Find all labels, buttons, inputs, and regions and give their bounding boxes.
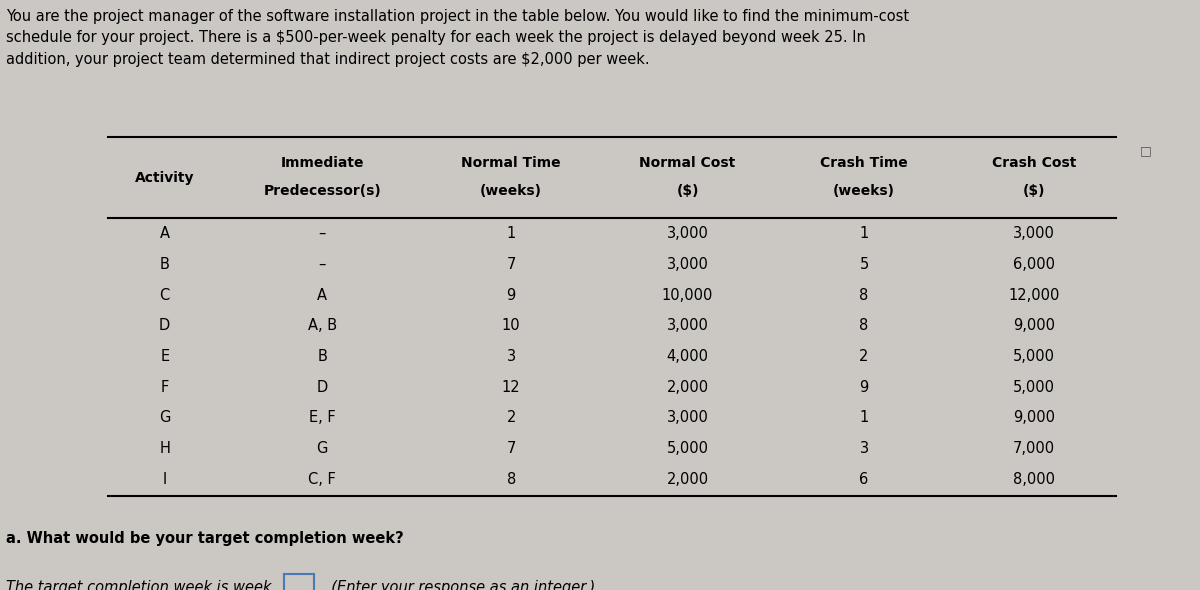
Text: 9,000: 9,000 (1013, 410, 1055, 425)
Text: Predecessor(s): Predecessor(s) (263, 183, 382, 198)
Text: C: C (160, 287, 170, 303)
Text: 3: 3 (506, 349, 516, 364)
Text: 12: 12 (502, 379, 521, 395)
Text: 8: 8 (859, 287, 869, 303)
Text: 3,000: 3,000 (1013, 226, 1055, 241)
Text: (weeks): (weeks) (833, 183, 895, 198)
Text: A: A (317, 287, 328, 303)
Text: 2: 2 (506, 410, 516, 425)
Text: 9: 9 (506, 287, 516, 303)
Text: You are the project manager of the software installation project in the table be: You are the project manager of the softw… (6, 9, 910, 67)
Text: 7: 7 (506, 257, 516, 272)
Text: . (Enter your response as an integer.): . (Enter your response as an integer.) (322, 579, 595, 590)
Text: 5,000: 5,000 (667, 441, 708, 456)
Text: Activity: Activity (134, 171, 194, 185)
Text: 8,000: 8,000 (1013, 471, 1055, 487)
Text: 1: 1 (506, 226, 516, 241)
Text: 5,000: 5,000 (1013, 349, 1055, 364)
Text: A, B: A, B (307, 318, 337, 333)
Text: G: G (160, 410, 170, 425)
Text: B: B (160, 257, 169, 272)
Text: □: □ (1140, 144, 1152, 157)
Text: D: D (317, 379, 328, 395)
Text: a. What would be your target completion week?: a. What would be your target completion … (6, 531, 403, 546)
Text: A: A (160, 226, 169, 241)
Text: Crash Time: Crash Time (820, 156, 908, 170)
Text: (weeks): (weeks) (480, 183, 542, 198)
Text: 1: 1 (859, 226, 869, 241)
Text: 8: 8 (859, 318, 869, 333)
Text: 2: 2 (859, 349, 869, 364)
Text: Crash Cost: Crash Cost (992, 156, 1076, 170)
Text: 2,000: 2,000 (666, 379, 709, 395)
Text: 9: 9 (859, 379, 869, 395)
Text: E, F: E, F (308, 410, 336, 425)
Text: G: G (317, 441, 328, 456)
Text: ($): ($) (677, 183, 698, 198)
Text: –: – (318, 257, 326, 272)
Text: D: D (160, 318, 170, 333)
Text: 3,000: 3,000 (667, 257, 708, 272)
Text: H: H (160, 441, 170, 456)
Text: 3: 3 (859, 441, 869, 456)
Text: 6,000: 6,000 (1013, 257, 1055, 272)
Text: 12,000: 12,000 (1008, 287, 1060, 303)
Text: The target completion week is week: The target completion week is week (6, 579, 271, 590)
Text: 5: 5 (859, 257, 869, 272)
Text: 9,000: 9,000 (1013, 318, 1055, 333)
Text: 3,000: 3,000 (667, 410, 708, 425)
Text: B: B (317, 349, 328, 364)
Text: ($): ($) (1022, 183, 1045, 198)
Text: 3,000: 3,000 (667, 226, 708, 241)
Text: I: I (162, 471, 167, 487)
Text: –: – (318, 226, 326, 241)
Text: 5,000: 5,000 (1013, 379, 1055, 395)
Text: 3,000: 3,000 (667, 318, 708, 333)
Text: E: E (160, 349, 169, 364)
Text: 6: 6 (859, 471, 869, 487)
Text: C, F: C, F (308, 471, 336, 487)
Text: Immediate: Immediate (281, 156, 364, 170)
Text: F: F (161, 379, 169, 395)
Text: 2,000: 2,000 (666, 471, 709, 487)
Text: Normal Time: Normal Time (461, 156, 562, 170)
Text: 7: 7 (506, 441, 516, 456)
Text: 8: 8 (506, 471, 516, 487)
Text: Normal Cost: Normal Cost (640, 156, 736, 170)
Text: 7,000: 7,000 (1013, 441, 1055, 456)
Text: 4,000: 4,000 (667, 349, 708, 364)
Text: 10,000: 10,000 (662, 287, 713, 303)
Text: 10: 10 (502, 318, 521, 333)
Text: 1: 1 (859, 410, 869, 425)
